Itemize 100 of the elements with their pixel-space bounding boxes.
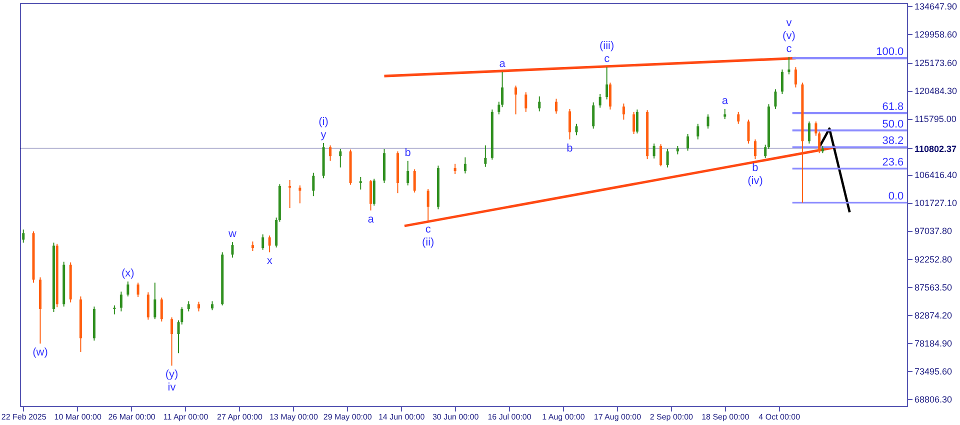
annotation: 100.0	[876, 46, 904, 58]
annotation: a	[368, 213, 375, 226]
y-tick-label: 134647.90	[914, 1, 958, 12]
x-tick-label: 26 Mar 00:00	[108, 412, 156, 422]
x-tick-label: 14 Jun 00:00	[378, 412, 426, 422]
candlestick	[454, 163, 456, 175]
x-tick-label: 2 Sep 00:00	[650, 412, 694, 422]
annotation: v	[786, 16, 792, 29]
y-tick-label: 73495.60	[914, 366, 952, 377]
candlestick	[774, 88, 777, 110]
x-tick-label: 4 Oct 00:00	[758, 412, 801, 422]
x-tick-label: 10 Mar 00:00	[54, 412, 102, 422]
y-tick-label: 97037.80	[914, 226, 952, 236]
candlestick	[592, 102, 595, 130]
x-tick-label: 13 May 00:00	[269, 412, 318, 422]
candlestick	[154, 282, 156, 320]
y-tick-label: 92252.80	[914, 254, 952, 265]
candlestick	[632, 111, 636, 135]
annotation: (ii)	[422, 236, 434, 249]
candlestick	[251, 240, 254, 252]
annotation: w	[228, 228, 236, 240]
candlestick	[198, 301, 200, 312]
y-tick-label: 87563.50	[914, 282, 952, 293]
candlestick	[538, 96, 541, 112]
candlestick	[606, 66, 608, 100]
annotation: (v)	[782, 30, 796, 42]
x-tick-label: 27 Apr 00:00	[217, 412, 263, 422]
candlestick	[554, 98, 558, 114]
annotation: (w)	[32, 346, 48, 359]
x-tick-label: 17 Aug 00:00	[594, 412, 642, 422]
x-tick-label: 18 Sep 00:00	[702, 412, 750, 422]
candlestick	[413, 168, 416, 194]
annotation: (y)	[165, 368, 178, 381]
y-tick-label: 82874.20	[914, 310, 952, 321]
candlestick	[370, 179, 372, 211]
candlestick	[696, 123, 700, 140]
y-tick-label: 78184.90	[914, 338, 952, 349]
candlestick	[329, 144, 332, 162]
annotation: c	[425, 224, 432, 236]
y-tick-label: 129958.60	[914, 29, 958, 40]
candlestick	[484, 144, 487, 168]
candlestick	[794, 66, 797, 88]
candlestick	[660, 144, 662, 167]
annotation: a	[722, 94, 729, 107]
candlestick	[146, 292, 150, 320]
annotation: (i)	[318, 116, 328, 128]
candlestick	[568, 108, 571, 140]
candlestick	[464, 156, 466, 174]
candlestick	[780, 69, 784, 94]
x-tick-label: 11 Apr 00:00	[163, 412, 209, 422]
x-tick-label: 16 Jul 00:00	[488, 412, 532, 422]
candlestick	[575, 123, 578, 136]
candlestick	[636, 109, 638, 134]
candlestick	[170, 316, 174, 366]
candlestick	[136, 282, 140, 298]
annotation: (iv)	[748, 175, 763, 188]
candlestick	[652, 143, 656, 159]
candlestick	[22, 229, 25, 244]
annotation: b	[566, 142, 573, 154]
candlestick	[514, 85, 518, 115]
candlestick	[359, 176, 362, 190]
candlestick	[426, 188, 430, 222]
candlestick	[339, 148, 342, 168]
y-tick-label: 115795.00	[914, 114, 956, 124]
x-tick-label: 30 Jun 00:00	[432, 412, 480, 422]
y-tick-label: 106416.40	[914, 170, 958, 180]
candlestick	[126, 281, 130, 297]
x-tick-label: 22 Feb 2025	[1, 412, 47, 422]
candlestick	[160, 297, 163, 322]
annotation: b	[752, 162, 758, 174]
candlestick	[788, 56, 790, 75]
candlestick	[187, 300, 190, 312]
annotation: (iii)	[600, 40, 614, 52]
candlestick	[268, 235, 271, 253]
candlestick	[666, 148, 669, 168]
candlestick	[231, 242, 234, 258]
annotation: 23.6	[882, 156, 904, 169]
candlestick	[312, 172, 315, 197]
annotation: 50.0	[882, 118, 904, 130]
candlestick	[598, 94, 602, 108]
y-tick-label: 101727.10	[914, 198, 958, 208]
annotation: b	[404, 146, 411, 159]
annotation: x	[266, 255, 273, 268]
annotation: c	[604, 53, 610, 66]
annotation: 38.2	[882, 135, 904, 148]
annotation: (x)	[122, 268, 134, 280]
candlestick	[262, 234, 264, 250]
annotation: c	[786, 42, 792, 55]
x-tick-label: 29 May 00:00	[323, 412, 372, 422]
y-tick-label: 125173.60	[914, 58, 958, 68]
annotation: 0.0	[888, 190, 904, 203]
candlestick	[737, 111, 740, 124]
candlestick	[808, 120, 810, 144]
annotation: iv	[168, 382, 176, 394]
x-tick-label: 1 Aug 00:00	[542, 412, 586, 422]
candlestick	[706, 114, 710, 130]
y-tick-label: 120484.30	[914, 86, 958, 96]
candlestick	[747, 119, 750, 144]
candlestick	[686, 134, 690, 152]
candlestick	[754, 138, 756, 160]
